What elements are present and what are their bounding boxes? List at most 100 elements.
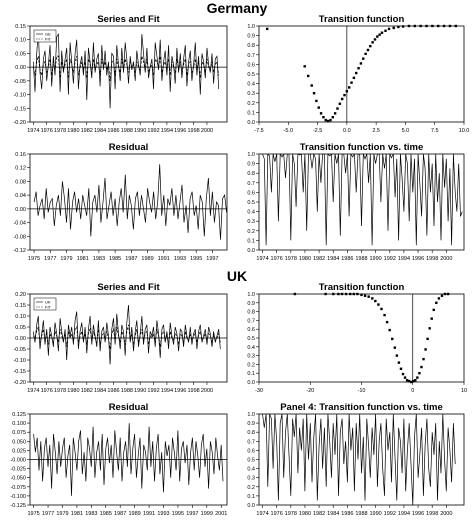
scatter-point <box>412 379 415 383</box>
scatter-point <box>446 292 450 296</box>
y-tick-label: 0.2 <box>247 101 255 107</box>
y-tick-label: 0.08 <box>15 179 26 185</box>
scatter-point <box>377 303 380 306</box>
scatter-point <box>387 27 391 31</box>
scatter-point <box>403 376 407 379</box>
x-tick-label: 1976 <box>271 256 283 262</box>
x-tick-label: 1998 <box>426 511 438 517</box>
scatter-point <box>440 294 444 297</box>
scatter-point <box>416 376 419 379</box>
x-tick-label: 1984 <box>327 256 339 262</box>
scatter-point <box>373 38 377 41</box>
x-tick-label: 1987 <box>125 256 137 262</box>
scatter-point <box>350 81 353 84</box>
y-tick-label: 0.8 <box>247 430 255 436</box>
y-tick-label: 0.9 <box>247 301 255 307</box>
x-tick-label: 1981 <box>77 256 89 262</box>
scatter-point <box>356 292 359 296</box>
scatter-point <box>352 292 356 296</box>
y-tick-label: 0.6 <box>247 448 255 454</box>
y-tick-label: 0.00 <box>15 65 26 71</box>
scatter-point <box>437 24 440 28</box>
scatter-point <box>303 65 306 68</box>
x-tick-label: 7.5 <box>431 128 439 134</box>
x-tick-label: 1992 <box>384 511 396 517</box>
y-tick-label: 0.5 <box>247 458 255 464</box>
y-tick-label: 0.8 <box>247 171 255 177</box>
x-tick-label: 0 <box>411 388 414 394</box>
scatter-point <box>380 307 383 311</box>
scatter-point <box>410 380 413 384</box>
x-tick-label: 1980 <box>67 388 79 394</box>
x-tick-label: 1979 <box>56 511 68 517</box>
scatter-point <box>326 119 330 123</box>
y-tick-label: 0.15 <box>15 24 26 30</box>
y-tick-label: 0.125 <box>12 412 26 418</box>
x-tick-label: 1980 <box>67 128 79 134</box>
scatter-point <box>418 372 421 375</box>
x-tick-label: 1983 <box>85 511 97 517</box>
x-tick-label: 1988 <box>355 256 367 262</box>
scatter-point <box>401 372 405 376</box>
y-tick-label: 0.05 <box>15 51 26 57</box>
scatter-point <box>349 292 352 296</box>
x-tick-label: 1990 <box>134 388 146 394</box>
y-tick-label: 0.20 <box>15 292 26 298</box>
x-tick-label: 1979 <box>60 256 72 262</box>
scatter-point <box>324 292 327 296</box>
chart-germany-transition-function: Transition function 0.0 0.1 0.2 0.3 0.4 0.5 0.6… <box>247 14 469 134</box>
panel-title: Series and Fit <box>97 14 160 25</box>
y-tick-label: 0.2 <box>247 362 255 368</box>
x-tick-label: 1992 <box>384 256 396 262</box>
y-tick-label: -0.20 <box>13 120 26 126</box>
panel-title: Residual <box>109 142 149 153</box>
series-line-1 <box>32 55 220 81</box>
x-tick-label: 10 <box>461 388 467 394</box>
y-tick-label: 0.7 <box>247 439 255 445</box>
scatter-point <box>420 365 423 369</box>
x-tick-label: 1994 <box>161 128 173 134</box>
x-tick-label: 1980 <box>299 256 311 262</box>
scatter-point <box>293 292 297 296</box>
x-tick-label: 1996 <box>412 256 424 262</box>
series-line-0 <box>262 414 456 505</box>
y-tick-label: 0.4 <box>247 210 255 216</box>
y-tick-label: 1.0 <box>247 412 255 418</box>
y-tick-label: 0.075 <box>12 430 26 436</box>
scatter-point <box>395 354 399 357</box>
y-tick-label: 0.15 <box>15 303 26 309</box>
scatter-point <box>425 24 428 28</box>
y-tick-label: 1.0 <box>247 24 255 30</box>
y-tick-label: -0.050 <box>10 476 26 482</box>
scatter-point <box>388 328 391 332</box>
scatter-point <box>448 24 452 28</box>
scatter-point <box>357 67 360 70</box>
scatter-point <box>338 102 342 105</box>
scatter-point <box>414 379 417 382</box>
x-tick-label: 1996 <box>412 511 424 517</box>
x-tick-label: 2001 <box>215 511 227 517</box>
y-tick-label: -0.08 <box>13 234 26 240</box>
x-tick-label: 1986 <box>107 388 119 394</box>
legend-label: GE <box>45 32 51 37</box>
x-tick-label: 1992 <box>147 128 159 134</box>
y-tick-label: 0.3 <box>247 476 255 482</box>
y-tick-label: -0.125 <box>10 503 26 509</box>
scatter-point <box>419 24 422 28</box>
x-tick-label: 1982 <box>81 388 93 394</box>
scatter-point <box>336 107 339 110</box>
scatter-point <box>367 295 370 298</box>
y-tick-label: 0.4 <box>247 82 255 88</box>
scatter-point <box>407 379 411 383</box>
scatter-point <box>454 24 457 28</box>
chart-uk-transition-vs-time: Panel 4: Transition function vs. time 0.0… <box>247 402 465 517</box>
germany-title: Germany <box>206 0 268 16</box>
x-tick-label: 2000 <box>201 388 213 394</box>
scatter-point <box>343 93 346 97</box>
y-tick-label: 0.7 <box>247 181 255 187</box>
x-tick-label: 1980 <box>299 511 311 517</box>
x-tick-label: 1978 <box>285 511 297 517</box>
x-tick-label: -5.0 <box>284 128 293 134</box>
x-tick-label: 2000 <box>440 256 452 262</box>
scatter-point <box>422 357 425 361</box>
